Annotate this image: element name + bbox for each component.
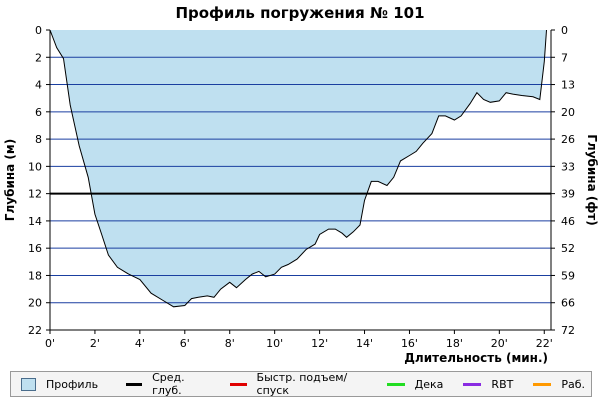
legend-item-avg-depth: Сред. глуб. <box>126 371 210 397</box>
y-tick-label-left: 12 <box>28 188 42 201</box>
legend-label-deco: Дека <box>414 377 444 391</box>
y-tick-label-right: 46 <box>561 215 575 228</box>
profile-area <box>50 30 547 307</box>
y-tick-label-left: 8 <box>35 133 42 146</box>
dive-profile-chart: 0 0 2 7 4 13 6 20 8 26 10 33 12 39 14 46 16 52 18 59 20 66 22 7… <box>3 24 599 365</box>
y-tick-label-right: 66 <box>561 297 575 310</box>
y-tick-label-left: 16 <box>28 242 42 255</box>
y-tick-label-right: 13 <box>561 79 575 92</box>
y-tick-label-right: 0 <box>561 24 568 37</box>
y-tick-label-left: 10 <box>28 160 42 173</box>
legend-label-profile: Профиль <box>46 377 99 391</box>
legend-label-fast-ascent: Быстр. подъем/спуск <box>256 371 348 397</box>
legend-item-profile: Профиль <box>21 377 99 391</box>
legend-swatch-deco <box>386 382 405 386</box>
legend-swatch-fast-ascent <box>230 382 247 386</box>
x-tick-label: 0' <box>45 337 55 350</box>
y-tick-label-left: 20 <box>28 297 42 310</box>
legend-item-deco: Дека <box>386 377 444 391</box>
y-tick-label-left: 0 <box>35 24 42 37</box>
y-axis-label-left: Глубина (м) <box>3 139 17 221</box>
legend-item-rbt: RBT <box>463 378 513 391</box>
legend-label-rbt: RBT <box>491 377 514 391</box>
legend-swatch-avg-depth <box>126 382 143 386</box>
legend-swatch-rbt <box>463 382 482 386</box>
x-tick-label: 20' <box>491 337 508 350</box>
legend-label-avg-depth: Сред. глуб. <box>152 371 185 397</box>
y-tick-label-left: 6 <box>35 106 42 119</box>
x-tick-label: 4' <box>135 337 145 350</box>
y-tick-label-right: 7 <box>561 51 568 64</box>
y-tick-label-right: 20 <box>561 106 575 119</box>
y-tick-label-right: 52 <box>561 242 575 255</box>
legend-item-fast-ascent: Быстр. подъем/спуск <box>230 371 366 397</box>
y-tick-label-right: 72 <box>561 324 575 337</box>
x-tick-label: 6' <box>180 337 190 350</box>
legend-label-work: Раб. <box>561 377 585 391</box>
x-tick-label: 18' <box>446 337 463 350</box>
x-tick-label: 8' <box>225 337 235 350</box>
y-tick-label-right: 26 <box>561 133 575 146</box>
profile-line <box>49 29 547 308</box>
x-tick-label: 10' <box>266 337 283 350</box>
y-axis-label-right: Глубина (фт) <box>585 134 599 225</box>
y-tick-label-right: 39 <box>561 188 575 201</box>
legend-swatch-work <box>533 382 552 386</box>
y-tick-label-left: 2 <box>35 51 42 64</box>
legend-item-work: Раб. <box>533 378 585 391</box>
legend-swatch-profile <box>21 377 36 391</box>
x-tick-label: 16' <box>401 337 418 350</box>
x-tick-label: 14' <box>356 337 373 350</box>
y-tick-label-right: 33 <box>561 160 575 173</box>
y-tick-label-right: 59 <box>561 269 575 282</box>
x-axis-label: Длительность (мин.) <box>404 351 548 365</box>
chart-title: Профиль погружения № 101 <box>175 4 425 22</box>
x-tick-label: 2' <box>90 337 100 350</box>
y-tick-label-left: 14 <box>28 215 42 228</box>
chart-legend: Профиль Сред. глуб. Быстр. подъем/спуск … <box>10 371 592 397</box>
x-tick-label: 12' <box>311 337 328 350</box>
y-tick-label-left: 22 <box>28 324 42 337</box>
y-tick-label-left: 4 <box>35 79 42 92</box>
x-tick-label: 22' <box>536 337 553 350</box>
y-tick-label-left: 18 <box>28 269 42 282</box>
